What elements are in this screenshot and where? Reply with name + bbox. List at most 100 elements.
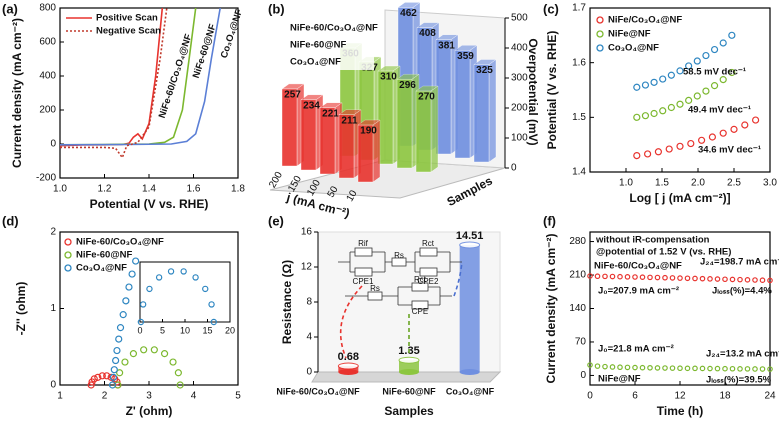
bar <box>459 245 480 372</box>
legend-label: Positive Scan <box>96 13 158 24</box>
legend-label: NiFe/Co₃O₄@NF <box>608 15 682 26</box>
x-tick-label: 2.5 <box>727 178 741 189</box>
x-tick-label: 1.5 <box>655 178 669 189</box>
data-point <box>654 365 661 371</box>
y-tick-label: 0 <box>306 367 312 378</box>
data-point <box>639 364 646 371</box>
inset-x-tick-label: 20 <box>225 325 235 335</box>
annotation: Co₃O₄@NF <box>219 8 245 60</box>
data-point <box>677 275 683 281</box>
data-point <box>643 150 652 158</box>
y-tick-label: 16 <box>301 227 313 238</box>
value-label: 270 <box>418 92 435 103</box>
x-tick-label: NiFe-60/Co₃O₄@NF <box>276 386 360 396</box>
y-tick-label: 210 <box>569 270 586 281</box>
y-tick-label: 200 <box>39 105 56 116</box>
data-point <box>650 78 658 86</box>
legend-marker <box>596 44 604 52</box>
bar-top <box>319 102 343 108</box>
data-point <box>633 83 641 91</box>
data-point <box>176 381 184 389</box>
data-point <box>737 276 743 283</box>
data-point <box>752 366 758 372</box>
x-tick-label: 6 <box>632 391 638 402</box>
data-point <box>714 365 721 372</box>
data-point <box>719 39 727 47</box>
data-point <box>767 366 773 372</box>
value-label: 190 <box>360 126 377 137</box>
circuit-label: Rct <box>422 239 435 248</box>
data-point <box>676 142 684 150</box>
y-tick-label: 12 <box>301 262 313 273</box>
bar-top <box>454 45 478 51</box>
inset-x-tick-label: 10 <box>180 325 190 335</box>
data-point <box>737 366 743 372</box>
value-label: 14.51 <box>456 230 484 242</box>
bar-top <box>397 2 421 8</box>
data-point <box>624 274 631 280</box>
data-point <box>107 373 115 381</box>
panel-label: (d) <box>2 213 19 228</box>
annotation: NiFe-60/Co₃O₄@NF <box>594 261 682 272</box>
data-point <box>684 275 691 282</box>
y-tick-label: 1.7 <box>572 3 586 14</box>
x-axis-label: Time (h) <box>657 404 703 418</box>
data-point <box>112 356 120 365</box>
bar <box>435 39 452 155</box>
x-tick-label: 18 <box>719 391 731 402</box>
circuit-label: CPE1 <box>353 277 374 286</box>
data-point <box>587 273 593 279</box>
data-point <box>654 274 661 281</box>
panel-label: (f) <box>543 213 556 228</box>
data-point <box>693 57 701 65</box>
y-tick-label: 600 <box>39 37 56 48</box>
data-point <box>121 358 129 366</box>
legend-marker <box>64 238 72 246</box>
x-tick-label: 1.4 <box>142 184 156 195</box>
y-axis-label: -Z'' (ohm) <box>14 282 28 336</box>
data-point <box>140 346 148 354</box>
x-tick-label: 1.8 <box>231 184 245 195</box>
x-tick-label: 5 <box>235 391 241 402</box>
data-point <box>685 62 693 70</box>
inset-point <box>208 301 215 308</box>
data-point <box>744 277 751 283</box>
data-point <box>115 335 123 343</box>
value-label: 296 <box>399 80 416 91</box>
data-point <box>113 346 121 355</box>
data-point <box>685 96 693 104</box>
bar <box>415 90 432 173</box>
circuit-label: Rif <box>358 239 369 248</box>
data-point <box>90 375 98 383</box>
floor <box>311 371 502 383</box>
data-point <box>692 275 698 282</box>
annotation: Jₗₒₛₛ(%)=4.4% <box>712 286 772 297</box>
legend-marker <box>596 30 604 38</box>
data-point <box>639 274 646 280</box>
circuit-element <box>419 247 438 257</box>
data-point <box>693 92 701 100</box>
inset-frame <box>139 261 231 323</box>
z-tick-label: 0 <box>511 163 517 174</box>
x-tick-label: 12 <box>674 391 686 402</box>
circuit-element <box>419 267 438 277</box>
data-point <box>108 381 117 389</box>
arrow <box>339 285 363 359</box>
y-tick-label: 280 <box>569 236 586 247</box>
circuit-element <box>391 257 407 267</box>
data-point <box>132 257 140 265</box>
y-tick-label: 400 <box>39 71 56 82</box>
bar-bottom <box>459 369 480 375</box>
data-point <box>609 273 616 280</box>
data-point <box>719 76 727 84</box>
data-point <box>669 365 676 371</box>
value-label: 310 <box>380 72 397 83</box>
annotation: without iR-compensation <box>595 235 710 246</box>
bar <box>454 50 471 159</box>
bar-bottom <box>338 369 359 375</box>
data-point <box>641 81 650 89</box>
data-point <box>662 365 668 371</box>
data-point <box>676 100 684 108</box>
circuit-element <box>411 300 429 310</box>
x-tick-label: 0 <box>587 391 593 402</box>
